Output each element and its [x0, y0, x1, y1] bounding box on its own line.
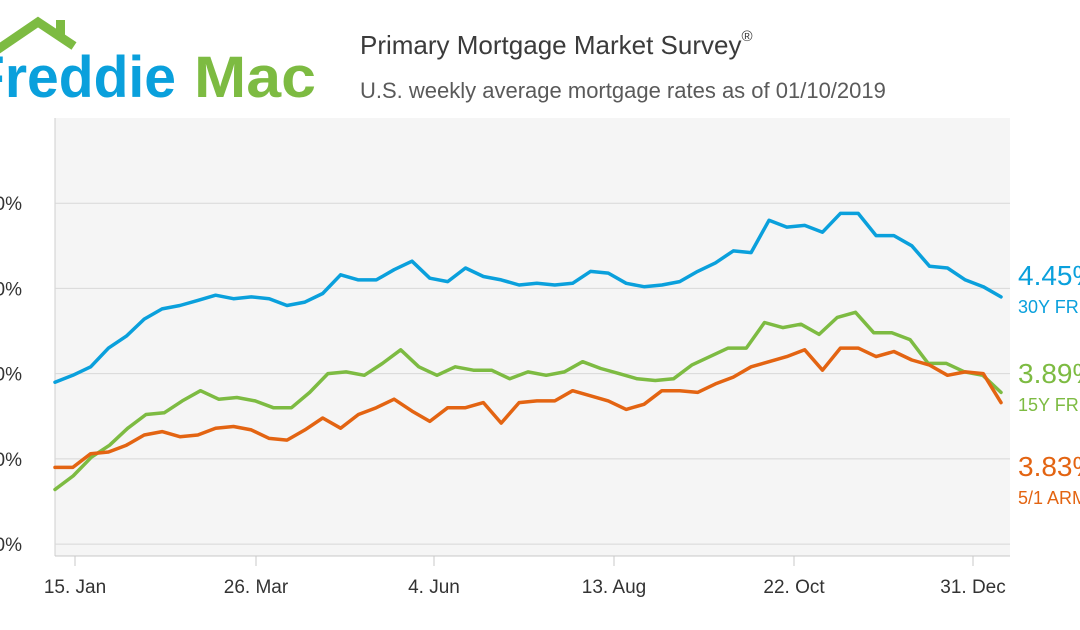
freddie-mac-logo: Freddie Mac — [0, 16, 316, 110]
logo-roof — [0, 16, 77, 54]
y-tick-label: 4.50% — [0, 279, 22, 300]
x-tick-label: 22. Oct — [763, 577, 825, 598]
x-tick-label: 31. Dec — [940, 577, 1005, 598]
svg-text:Mac: Mac — [194, 45, 316, 110]
series-name-label: 5/1 ARM — [1018, 488, 1080, 508]
y-tick-label: 3.00% — [0, 535, 22, 556]
end-value-label: 3.89% — [1018, 358, 1080, 389]
end-value-label: 3.83% — [1018, 451, 1080, 482]
series-line-5-1-arm — [53, 346, 1003, 470]
y-tick-label: 4.00% — [0, 365, 22, 386]
chart-title: Primary Mortgage Market Survey® — [360, 28, 753, 60]
x-tick-label: 13. Aug — [582, 577, 646, 598]
series-name-label: 15Y FRM — [1018, 395, 1080, 415]
y-tick-label: 5.00% — [0, 194, 22, 215]
series-line-15y-frm — [53, 310, 1003, 492]
x-tick-label: 26. Mar — [224, 577, 289, 598]
series-line-30y-frm — [53, 211, 1003, 384]
x-tick-label: 4. Jun — [408, 577, 460, 598]
chart-subtitle: U.S. weekly average mortgage rates as of… — [360, 78, 886, 103]
svg-text:Freddie: Freddie — [0, 45, 176, 110]
plot-area — [55, 118, 1010, 556]
series-name-label: 30Y FRM — [1018, 297, 1080, 317]
y-tick-label: 3.50% — [0, 450, 22, 471]
x-tick-label: 15. Jan — [44, 577, 106, 598]
end-value-label: 4.45% — [1018, 260, 1080, 291]
